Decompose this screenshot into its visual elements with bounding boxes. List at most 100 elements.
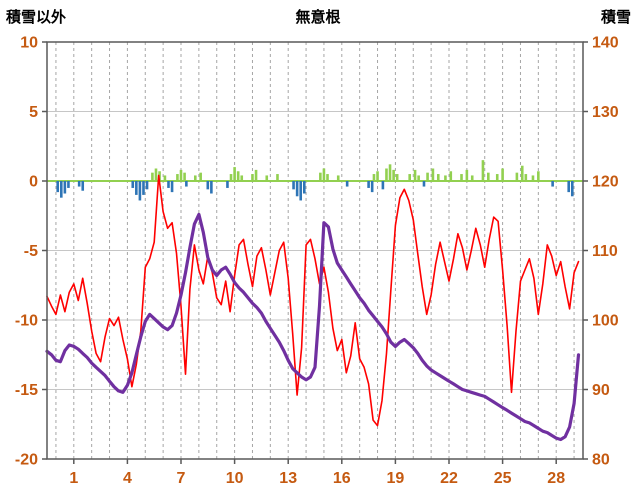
snowfall-green-bars [487,172,490,181]
snowfall-green-bars [520,165,524,181]
melt-blue-bars [367,181,370,188]
melt-blue-bars [302,181,306,194]
right-axis-tick-label: 130 [592,104,619,121]
melt-blue-bars [131,181,135,188]
snowfall-green-bars [179,169,183,181]
snowfall-green-bars [426,172,429,181]
snowfall-green-bars [470,175,474,181]
snowfall-green-bars [408,174,411,181]
snowfall-green-bars [495,174,499,181]
melt-blue-bars [226,181,229,188]
melt-blue-bars [142,181,145,195]
left-axis-tick-label: -20 [15,452,38,469]
left-axis-tick-label: 0 [29,174,38,191]
snowfall-green-bars [444,175,447,181]
snowfall-green-bars [531,175,535,181]
x-axis-tick-label: 1 [69,470,78,487]
snowfall-green-bars [385,168,388,181]
snowfall-green-bars [515,172,519,181]
melt-blue-bars [185,181,188,187]
left-axis-tick-label: -15 [15,382,38,399]
snowfall-green-bars [395,174,399,181]
snowfall-green-bars [163,175,167,181]
snowfall-green-bars [233,167,236,181]
snowfall-green-bars [176,174,179,181]
temperature-red [46,174,580,427]
melt-blue-bars [167,181,170,188]
snowfall-green-bars [481,160,485,181]
x-axis-tick-label: 10 [226,470,244,487]
snowfall-green-bars [199,172,202,181]
melt-blue-bars [570,181,574,197]
melt-blue-bars [551,181,554,187]
snowfall-green-bars [276,174,279,181]
right-axis-tick-label: 90 [592,382,610,399]
melt-blue-bars [170,181,174,193]
melt-blue-bars [370,181,374,193]
snowfall-green-bars [431,168,435,181]
snowfall-green-bars [524,174,528,181]
x-axis-tick-label: 22 [440,470,458,487]
right-axis-tick-label: 100 [592,313,619,330]
melt-blue-bars [67,181,70,188]
snowfall-green-bars [265,175,269,181]
melt-blue-bars [299,181,303,201]
snowfall-green-bars [417,175,420,181]
snowfall-green-bars [388,164,392,181]
left-axis-tick-label: -10 [15,313,38,330]
left-axis-title: 積雪以外 [6,9,67,26]
melt-blue-bars [56,181,60,193]
x-axis-tick-label: 7 [177,470,186,487]
melt-blue-bars [292,181,295,190]
right-axis-tick-label: 80 [592,452,610,469]
snowfall-green-bars [449,171,453,181]
left-axis-tick-label: 10 [20,35,38,52]
x-axis-tick-label: 28 [547,470,565,487]
snowfall-green-bars [465,169,469,181]
x-axis-tick-label: 16 [333,470,351,487]
right-axis-tick-label: 120 [592,174,619,191]
melt-blue-bars [422,181,426,187]
snowfall-green-bars [183,172,186,181]
left-axis-tick-label: 5 [29,104,38,121]
melt-blue-bars [63,181,67,194]
melt-blue-bars [567,181,571,193]
snowfall-green-bars [392,169,395,181]
melt-blue-bars [206,181,210,190]
x-axis-tick-label: 19 [387,470,405,487]
snowfall-green-bars [251,174,254,181]
snowfall-green-bars [413,169,417,181]
snowfall-green-bars [319,172,322,181]
melt-blue-bars [135,181,138,195]
snowfall-green-bars [229,174,233,181]
snowfall-green-bars [501,168,504,181]
snowfall-green-bars [436,174,440,181]
right-axis-title: 積雪 [600,9,631,26]
snowfall-green-bars [460,174,463,181]
melt-blue-bars [138,181,142,201]
snowfall-green-bars [236,171,240,181]
melt-blue-bars [81,181,85,191]
snowfall-green-bars [537,171,540,181]
x-axis-tick-label: 25 [494,470,512,487]
snowfall-green-bars [372,174,376,181]
melt-blue-bars [59,181,63,198]
melt-blue-bars [381,181,385,190]
x-axis-tick-label: 4 [123,470,132,487]
snowfall-green-bars [154,168,158,181]
melt-blue-bars [345,181,349,187]
snowfall-green-bars [376,171,379,181]
snowfall-green-bars [151,172,154,181]
snowfall-green-bars [326,174,329,181]
right-axis-tick-label: 140 [592,35,619,52]
snowfall-green-bars [240,175,244,181]
snowfall-green-bars [254,169,258,181]
melt-blue-bars [210,181,213,194]
snowfall-green-bars [336,175,340,181]
right-axis-tick-label: 110 [592,243,618,260]
melt-blue-bars [295,181,299,197]
melt-blue-bars [145,181,149,190]
melt-blue-bars [77,181,81,187]
